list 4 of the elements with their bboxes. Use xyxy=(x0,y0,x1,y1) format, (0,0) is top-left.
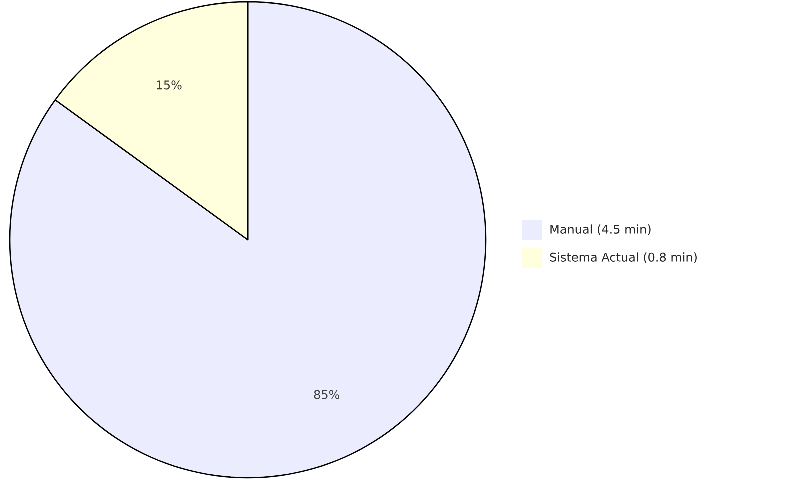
data-label: 85% xyxy=(314,390,340,400)
legend-label: Sistema Actual (0.8 min) xyxy=(550,252,697,264)
data-label: 15% xyxy=(157,80,182,90)
legend-label: Manual (4.5 min) xyxy=(550,224,651,236)
